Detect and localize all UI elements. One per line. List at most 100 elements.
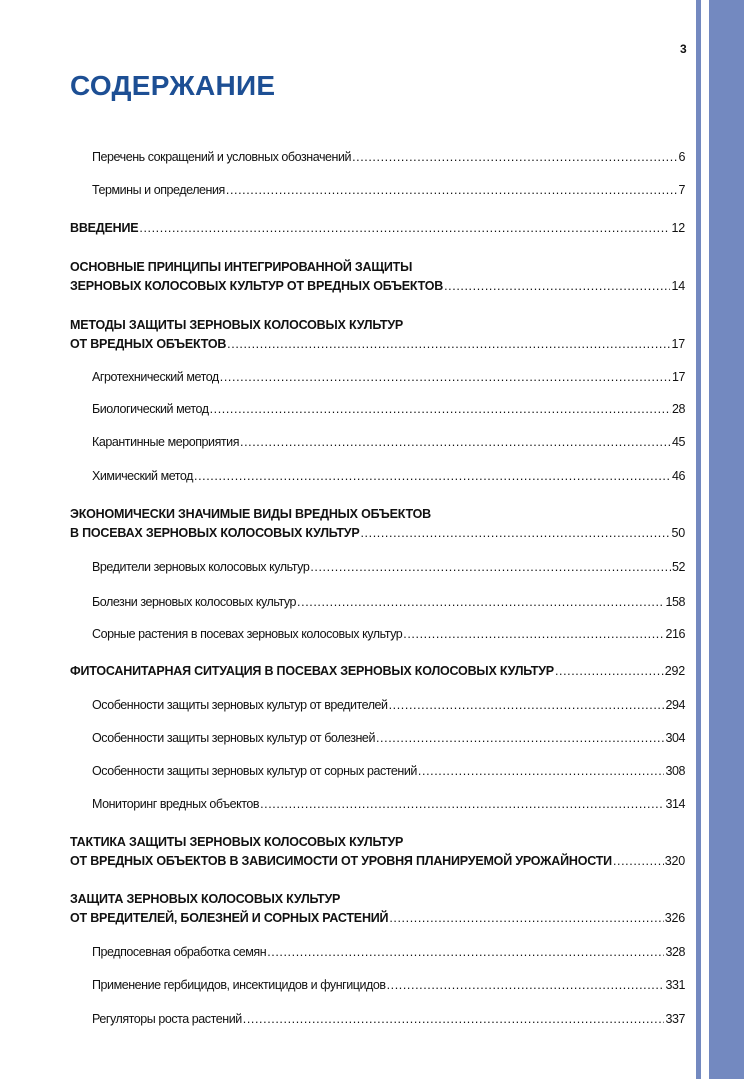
toc-entry-title: Сорные растения в посевах зерновых колос… xyxy=(92,627,403,641)
toc-entry[interactable]: Вредители зерновых колосовых культур 52 xyxy=(92,558,685,577)
toc-entry[interactable]: ФИТОСАНИТАРНАЯ СИТУАЦИЯ В ПОСЕВАХ ЗЕРНОВ… xyxy=(70,662,685,681)
toc-page-number: 6 xyxy=(678,150,685,164)
toc-page-number: 294 xyxy=(665,698,685,712)
toc-entry[interactable]: ОСНОВНЫЕ ПРИНЦИПЫ ИНТЕГРИРОВАННОЙ ЗАЩИТЫ… xyxy=(70,258,685,296)
dot-leader xyxy=(227,335,670,354)
dot-leader xyxy=(389,909,663,928)
dot-leader xyxy=(444,277,670,296)
toc-entry-title: ЭКОНОМИЧЕСКИ ЗНАЧИМЫЕ ВИДЫ ВРЕДНЫХ ОБЪЕК… xyxy=(70,507,431,521)
toc-entry[interactable]: Мониторинг вредных объектов 314 xyxy=(92,795,685,814)
toc-entry[interactable]: Химический метод 46 xyxy=(92,467,685,486)
toc-entry-title: Особенности защиты зерновых культур от с… xyxy=(92,764,417,778)
toc-page-number: 304 xyxy=(665,731,685,745)
toc-entry-title: Особенности защиты зерновых культур от б… xyxy=(92,731,375,745)
dot-leader xyxy=(389,696,665,715)
dot-leader xyxy=(210,400,671,419)
toc-entry-title: ФИТОСАНИТАРНАЯ СИТУАЦИЯ В ПОСЕВАХ ЗЕРНОВ… xyxy=(70,664,554,678)
toc-page-number: 50 xyxy=(671,526,685,540)
dot-leader xyxy=(220,368,671,387)
toc-page-number: 326 xyxy=(664,911,685,925)
toc-entry-title: Применение гербицидов, инсектицидов и фу… xyxy=(92,978,386,992)
dot-leader xyxy=(352,148,677,167)
toc-page-number: 292 xyxy=(664,664,685,678)
toc-entry-title: Перечень сокращений и условных обозначен… xyxy=(92,150,352,164)
toc-entry[interactable]: Особенности защиты зерновых культур от б… xyxy=(92,729,685,748)
toc-entry-title: Карантинные мероприятия xyxy=(92,435,240,449)
toc-entry[interactable]: Предпосевная обработка семян 328 xyxy=(92,943,685,962)
toc-entry[interactable]: Агротехнический метод 17 xyxy=(92,368,685,387)
toc-page-number: 14 xyxy=(671,279,685,293)
toc-entry-title: ОТ ВРЕДНЫХ ОБЪЕКТОВ xyxy=(70,337,227,351)
toc-entry-title: ТАКТИКА ЗАЩИТЫ ЗЕРНОВЫХ КОЛОСОВЫХ КУЛЬТУ… xyxy=(70,835,404,849)
toc-page-number: 52 xyxy=(671,560,685,574)
dot-leader xyxy=(418,762,665,781)
dot-leader xyxy=(226,181,678,200)
page-title: СОДЕРЖАНИЕ xyxy=(70,70,276,101)
dot-leader xyxy=(555,662,664,681)
dot-leader xyxy=(297,593,664,612)
toc-entry[interactable]: Биологический метод 28 xyxy=(92,400,685,419)
toc-page-number: 320 xyxy=(664,854,685,868)
toc-page-number: 7 xyxy=(678,183,685,197)
toc-entry-title: Агротехнический метод xyxy=(92,370,219,384)
dot-leader xyxy=(613,852,664,871)
dot-leader xyxy=(360,524,670,543)
toc-page-number: 45 xyxy=(671,435,685,449)
page-number: 3 xyxy=(680,42,687,56)
toc-page-number: 308 xyxy=(665,764,685,778)
toc-entry-title: Регуляторы роста растений xyxy=(92,1012,242,1026)
toc-page-number: 314 xyxy=(665,797,685,811)
toc-entry[interactable]: Особенности защиты зерновых культур от с… xyxy=(92,762,685,781)
dot-leader xyxy=(260,795,664,814)
toc-entry[interactable]: Болезни зерновых колосовых культур 158 xyxy=(92,593,685,612)
toc-entry-title: ЗЕРНОВЫХ КОЛОСОВЫХ КУЛЬТУР ОТ ВРЕДНЫХ ОБ… xyxy=(70,279,444,293)
toc-entry[interactable]: Применение гербицидов, инсектицидов и фу… xyxy=(92,976,685,995)
toc-entry-title: ОТ ВРЕДНЫХ ОБЪЕКТОВ В ЗАВИСИМОСТИ ОТ УРО… xyxy=(70,854,612,868)
toc-page-number: 17 xyxy=(671,337,685,351)
toc-entry-title: В ПОСЕВАХ ЗЕРНОВЫХ КОЛОСОВЫХ КУЛЬТУР xyxy=(70,526,360,540)
toc-entry-title: ОСНОВНЫЕ ПРИНЦИПЫ ИНТЕГРИРОВАННОЙ ЗАЩИТЫ xyxy=(70,260,413,274)
toc-entry[interactable]: Карантинные мероприятия 45 xyxy=(92,433,685,452)
toc-entry[interactable]: Регуляторы роста растений 337 xyxy=(92,1010,685,1029)
toc-entry[interactable]: Термины и определения 7 xyxy=(92,181,685,200)
dot-leader xyxy=(240,433,671,452)
toc-entry-title: Химический метод xyxy=(92,469,194,483)
toc-page-number: 216 xyxy=(665,627,685,641)
toc-page-number: 331 xyxy=(665,978,685,992)
toc-page-number: 158 xyxy=(665,595,685,609)
toc-entry[interactable]: Сорные растения в посевах зерновых колос… xyxy=(92,625,685,644)
toc-page-number: 28 xyxy=(671,402,685,416)
decorative-strip-wide xyxy=(709,0,744,1079)
toc-page-number: 17 xyxy=(671,370,685,384)
toc-page-number: 12 xyxy=(671,221,685,235)
dot-leader xyxy=(194,467,671,486)
dot-leader xyxy=(139,219,670,238)
toc-page-number: 337 xyxy=(665,1012,685,1026)
toc-entry-title: Особенности защиты зерновых культур от в… xyxy=(92,698,388,712)
toc-entry[interactable]: Особенности защиты зерновых культур от в… xyxy=(92,696,685,715)
toc-entry[interactable]: ТАКТИКА ЗАЩИТЫ ЗЕРНОВЫХ КОЛОСОВЫХ КУЛЬТУ… xyxy=(70,833,685,871)
toc-entry-title: Болезни зерновых колосовых культур xyxy=(92,595,297,609)
toc-entry-title: ЗАЩИТА ЗЕРНОВЫХ КОЛОСОВЫХ КУЛЬТУР xyxy=(70,892,341,906)
toc-entry[interactable]: ВВЕДЕНИЕ 12 xyxy=(70,219,685,238)
toc-entry-title: Вредители зерновых колосовых культур xyxy=(92,560,310,574)
dot-leader xyxy=(267,943,664,962)
toc-entry-title: ОТ ВРЕДИТЕЛЕЙ, БОЛЕЗНЕЙ И СОРНЫХ РАСТЕНИ… xyxy=(70,911,389,925)
toc-entry[interactable]: ЗАЩИТА ЗЕРНОВЫХ КОЛОСОВЫХ КУЛЬТУР ОТ ВРЕД… xyxy=(70,890,685,928)
toc-entry[interactable]: ЭКОНОМИЧЕСКИ ЗНАЧИМЫЕ ВИДЫ ВРЕДНЫХ ОБЪЕК… xyxy=(70,505,685,543)
dot-leader xyxy=(243,1010,665,1029)
toc-entry-title: ВВЕДЕНИЕ xyxy=(70,221,139,235)
toc-entry-title: Предпосевная обработка семян xyxy=(92,945,267,959)
toc-entry-title: МЕТОДЫ ЗАЩИТЫ ЗЕРНОВЫХ КОЛОСОВЫХ КУЛЬТУР xyxy=(70,318,404,332)
toc-entry[interactable]: Перечень сокращений и условных обозначен… xyxy=(92,148,685,167)
dot-leader xyxy=(403,625,664,644)
toc-entry-title: Мониторинг вредных объектов xyxy=(92,797,260,811)
toc-page-number: 328 xyxy=(665,945,685,959)
dot-leader xyxy=(387,976,665,995)
toc-entry[interactable]: МЕТОДЫ ЗАЩИТЫ ЗЕРНОВЫХ КОЛОСОВЫХ КУЛЬТУР… xyxy=(70,316,685,354)
toc-page-number: 46 xyxy=(671,469,685,483)
toc-entry-title: Биологический метод xyxy=(92,402,209,416)
decorative-strip-thin xyxy=(696,0,701,1079)
dot-leader xyxy=(310,558,671,577)
dot-leader xyxy=(376,729,665,748)
